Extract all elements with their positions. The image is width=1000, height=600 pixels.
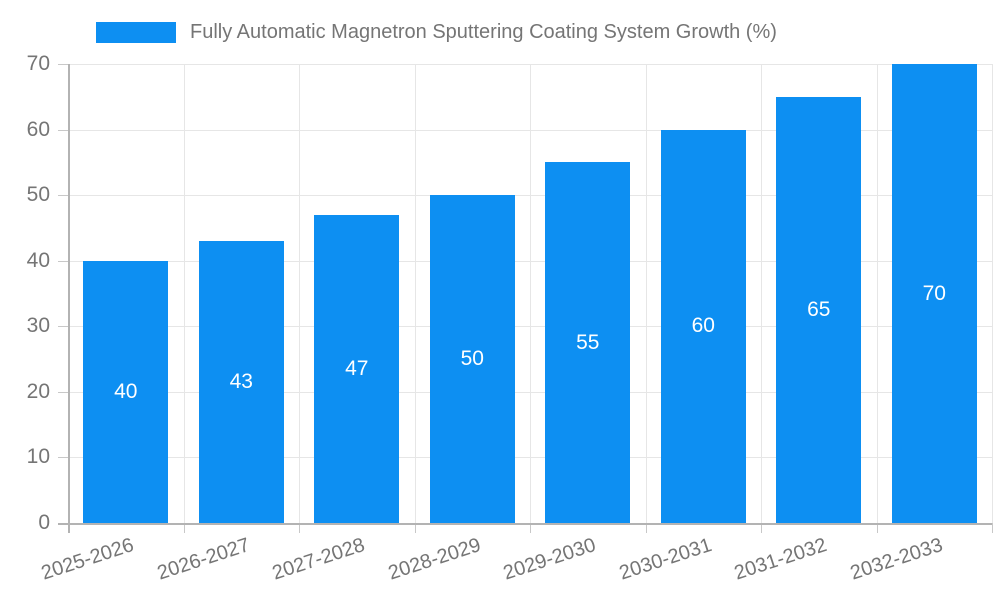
x-axis-tick-label: 2027-2028 (269, 534, 368, 585)
legend-label: Fully Automatic Magnetron Sputtering Coa… (190, 21, 777, 43)
x-axis-tick-label: 2030-2031 (616, 534, 715, 585)
bar-value-label: 40 (114, 379, 138, 403)
y-axis-tick-label: 10 (26, 445, 50, 469)
y-axis-tick-label: 60 (26, 117, 50, 141)
gridline-v (299, 64, 300, 523)
y-axis-line (68, 64, 70, 533)
y-axis-tick-label: 20 (26, 379, 50, 403)
legend-swatch (96, 22, 176, 43)
gridline-v (530, 64, 531, 523)
bar (660, 129, 746, 523)
bar-value-label: 60 (691, 314, 715, 338)
gridline-v (645, 64, 647, 523)
x-axis-tick (183, 523, 185, 533)
y-axis-tick-label: 0 (38, 511, 50, 534)
x-axis-tick (530, 523, 531, 533)
y-axis-tick (58, 391, 68, 393)
x-axis-tick (645, 523, 647, 533)
bar-value-label: 43 (229, 370, 253, 394)
y-axis-tick-label: 30 (26, 314, 50, 338)
bar-value-label: 50 (460, 347, 484, 371)
y-axis-tick-label: 50 (26, 183, 50, 207)
x-axis-tick-label: 2032-2033 (847, 534, 946, 585)
bar-value-label: 65 (807, 297, 831, 321)
x-axis-tick-label: 2029-2030 (500, 534, 599, 585)
x-axis-tick-label: 2031-2032 (731, 534, 830, 585)
bar-value-label: 55 (576, 330, 600, 354)
gridline-v (876, 64, 878, 523)
gridline-v (183, 64, 185, 523)
bar (83, 260, 169, 523)
x-axis-tick (761, 523, 762, 533)
bar (314, 214, 400, 523)
gridline-v (414, 64, 416, 523)
y-axis-tick-label: 70 (26, 52, 50, 75)
bar (429, 195, 515, 523)
bar (776, 96, 862, 523)
bar (198, 241, 284, 523)
x-axis-tick-label: 2026-2027 (154, 534, 253, 585)
x-axis-tick-label: 2025-2026 (38, 534, 137, 585)
bar-value-label: 47 (345, 356, 369, 380)
x-axis-tick (414, 523, 416, 533)
y-axis-tick (58, 326, 68, 328)
x-axis-tick (992, 523, 993, 533)
legend: Fully Automatic Magnetron Sputtering Coa… (96, 22, 777, 43)
bar (545, 162, 631, 523)
x-axis-tick (876, 523, 878, 533)
x-axis-tick-label: 2028-2029 (385, 534, 484, 585)
y-axis-tick (58, 260, 68, 262)
x-axis-line (58, 523, 992, 525)
y-axis-tick-label: 40 (26, 248, 50, 272)
gridline-v (992, 64, 993, 523)
y-axis-tick (58, 195, 68, 197)
y-axis-tick (58, 457, 68, 459)
bar-value-label: 70 (922, 281, 946, 305)
x-axis-tick (299, 523, 300, 533)
y-axis-tick (58, 64, 68, 65)
y-axis-tick (58, 129, 68, 131)
gridline-v (761, 64, 762, 523)
bar (891, 64, 977, 523)
